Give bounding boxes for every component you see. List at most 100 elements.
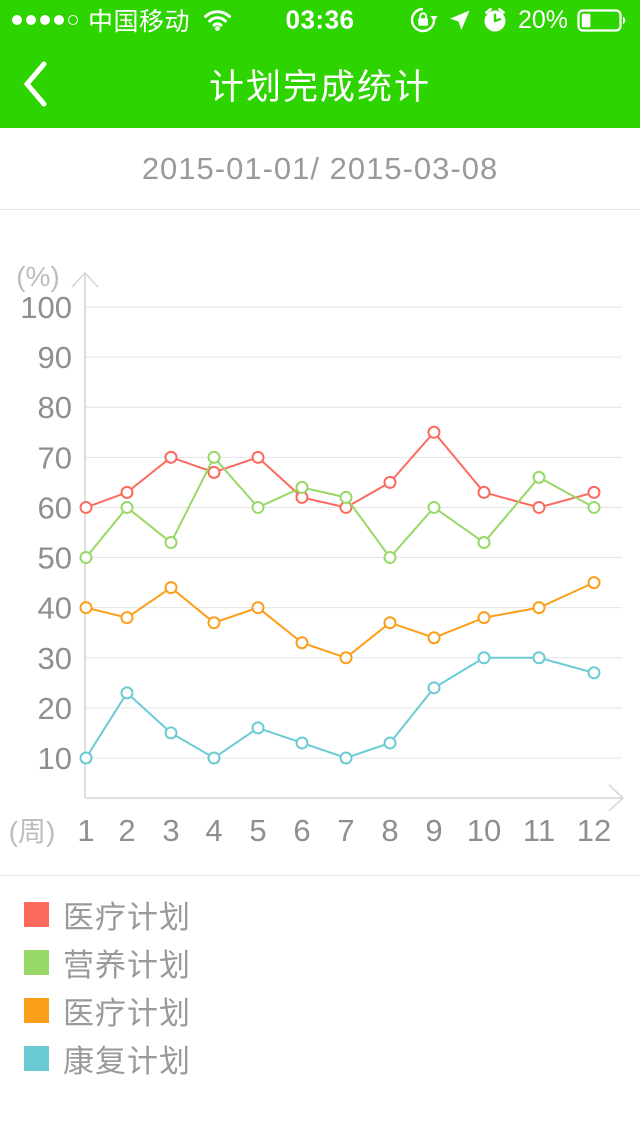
- data-point-marker: [477, 651, 491, 665]
- data-point-marker: [427, 681, 441, 695]
- y-tick-label: 100: [20, 290, 72, 325]
- signal-dot-filled: [12, 15, 22, 25]
- chart-section: 10 20 30 40 50 60 70 80 90 100 1 2 3 4 5 6 7 8 9 10 11 12 (%)(…: [0, 210, 640, 876]
- y-tick-label: 10: [38, 741, 72, 776]
- data-point-marker: [251, 721, 265, 735]
- y-tick-label: 60: [38, 490, 72, 525]
- x-tick-label: 11: [523, 813, 555, 848]
- data-point-marker: [587, 500, 601, 514]
- y-tick-label: 30: [38, 641, 72, 676]
- nav-bar: 计划完成统计: [0, 40, 640, 128]
- x-tick-label: 3: [162, 813, 179, 848]
- x-axis-unit-label: (周): [9, 816, 56, 847]
- y-tick-label: 90: [38, 340, 72, 375]
- data-point-marker: [295, 636, 309, 650]
- legend-label: 医疗计划: [63, 996, 191, 1031]
- legend-label: 康复计划: [63, 1044, 191, 1079]
- status-bar-right: 20%: [408, 5, 628, 35]
- battery-icon: [577, 8, 628, 33]
- series-line: [85, 581, 595, 659]
- date-range-section: 2015-01-01/ 2015-03-08: [0, 128, 640, 210]
- data-point-marker: [79, 601, 93, 615]
- data-point-marker: [164, 726, 178, 740]
- data-point-marker: [251, 601, 265, 615]
- data-point-marker: [164, 450, 178, 464]
- page-title: 计划完成统计: [208, 67, 431, 107]
- data-point-marker: [587, 666, 601, 680]
- data-point-marker: [477, 536, 491, 550]
- y-tick-label: 20: [38, 691, 72, 726]
- x-tick-label: 2: [118, 813, 135, 848]
- data-point-marker: [587, 485, 601, 499]
- y-tick-label: 40: [38, 591, 72, 626]
- data-point-marker: [207, 450, 221, 464]
- location-arrow-icon: [447, 8, 472, 33]
- data-point-marker: [120, 611, 134, 625]
- data-point-marker: [339, 751, 353, 765]
- series-line: [85, 656, 595, 760]
- date-range-label: 2015-01-01/ 2015-03-08: [141, 150, 499, 186]
- legend-label: 医疗计划: [63, 900, 191, 935]
- data-point-marker: [120, 485, 134, 499]
- data-point-marker: [251, 500, 265, 514]
- data-point-marker: [383, 616, 397, 630]
- signal-dot-empty: [68, 15, 78, 25]
- data-point-marker: [207, 465, 221, 479]
- y-tick-label: 50: [38, 541, 72, 576]
- data-point-marker: [295, 480, 309, 494]
- series-line: [85, 455, 595, 560]
- status-bar-left: 中国移动: [12, 2, 232, 38]
- x-tick-label: 8: [381, 813, 398, 848]
- back-chevron-icon: [20, 59, 50, 109]
- x-tick-label: 5: [249, 813, 266, 848]
- data-point-marker: [120, 686, 134, 700]
- data-point-marker: [587, 576, 601, 590]
- data-point-marker: [532, 601, 546, 615]
- data-point-marker: [164, 536, 178, 550]
- legend-item: 营养计划: [24, 948, 640, 983]
- legend-label: 营养计划: [63, 948, 191, 983]
- data-point-marker: [532, 470, 546, 484]
- signal-dot-filled: [54, 15, 64, 25]
- data-point-marker: [79, 551, 93, 565]
- battery-percent-label: 20%: [517, 5, 568, 34]
- y-axis-unit-label: (%): [16, 261, 60, 292]
- data-point-marker: [427, 500, 441, 514]
- x-tick-label: 9: [425, 813, 442, 848]
- data-point-marker: [383, 551, 397, 565]
- carrier-label: 中国移动: [88, 8, 191, 36]
- legend-swatch: [24, 998, 49, 1023]
- data-point-marker: [532, 651, 546, 665]
- data-point-marker: [427, 631, 441, 645]
- x-axis-arrow-icon: [608, 784, 625, 812]
- data-point-marker: [251, 450, 265, 464]
- data-point-marker: [79, 500, 93, 514]
- alarm-clock-icon: [481, 6, 509, 34]
- x-tick-label: 6: [293, 813, 310, 848]
- status-bar: 中国移动 03:36: [0, 0, 640, 40]
- signal-dot-filled: [40, 15, 50, 25]
- legend-item: 康复计划: [24, 1044, 640, 1079]
- legend-swatch: [24, 950, 49, 975]
- x-tick-label: 1: [77, 813, 94, 848]
- data-point-marker: [295, 736, 309, 750]
- back-button[interactable]: [14, 53, 56, 115]
- signal-strength-icon: [12, 15, 78, 25]
- x-tick-label: 12: [577, 813, 611, 848]
- data-point-marker: [120, 500, 134, 514]
- chart-legend: 医疗计划 营养计划 医疗计划 康复计划: [0, 876, 640, 1079]
- data-point-marker: [532, 500, 546, 514]
- series-line: [85, 430, 595, 509]
- legend-swatch: [24, 1046, 49, 1071]
- wifi-icon: [204, 9, 232, 31]
- data-point-marker: [207, 751, 221, 765]
- data-point-marker: [207, 616, 221, 630]
- data-point-marker: [339, 490, 353, 504]
- rotation-lock-icon: [408, 5, 438, 35]
- data-point-marker: [164, 581, 178, 595]
- legend-item: 医疗计划: [24, 996, 640, 1031]
- data-point-marker: [477, 611, 491, 625]
- data-point-marker: [339, 651, 353, 665]
